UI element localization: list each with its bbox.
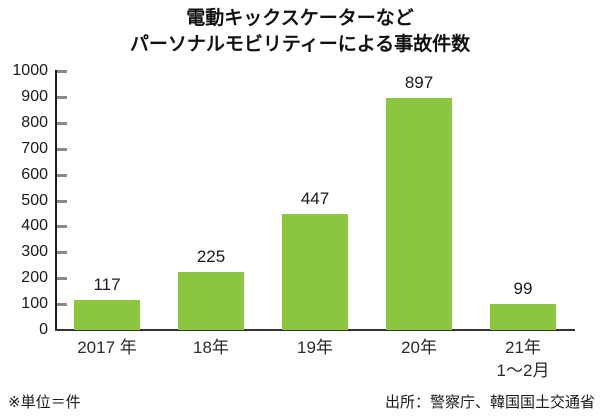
y-tick-label: 1000 (12, 62, 48, 79)
y-axis-line (55, 70, 57, 331)
y-tick-mark (57, 303, 67, 307)
bar-value-label: 897 (404, 72, 434, 92)
chart-title: 電動キックスケーターなど パーソナルモビリティーによる事故件数 (0, 6, 600, 58)
y-tick-label: 400 (21, 217, 48, 235)
y-tick-mark (57, 147, 67, 151)
source-note: 出所：警察庁、韓国国土交通省 (384, 394, 595, 411)
y-tick-label: 100 (21, 295, 48, 313)
x-axis-line (55, 329, 575, 331)
bar-20年 (386, 97, 452, 330)
y-tick-label: 0 (39, 321, 48, 338)
y-tick-label: 800 (21, 113, 48, 131)
x-tick-label: 21年 (505, 338, 541, 357)
y-tick-label: 700 (21, 139, 48, 157)
bar-2017 年 (74, 299, 140, 330)
x-tick-label: 19年 (297, 338, 333, 357)
x-tick-label: 18年 (193, 338, 229, 357)
y-tick-mark (57, 225, 67, 229)
y-tick-mark (57, 199, 67, 203)
y-tick-mark (57, 121, 67, 125)
y-tick-mark (57, 277, 67, 281)
x-tick-sublabel: 1～2月 (496, 361, 550, 380)
bar-value-label: 99 (513, 279, 533, 299)
y-tick-label: 500 (21, 191, 48, 209)
bar-21年 (490, 304, 556, 330)
y-tick-label: 900 (21, 87, 48, 105)
chart-title-line1: 電動キックスケーターなど (186, 8, 414, 29)
bar-value-label: 447 (300, 189, 330, 209)
y-tick-mark (57, 251, 67, 255)
y-tick-label: 600 (21, 165, 48, 183)
bar-19年 (282, 214, 348, 330)
x-tick-label: 20年 (401, 338, 437, 357)
unit-note: ※単位＝件 (8, 394, 81, 411)
bar-18年 (178, 271, 244, 330)
y-tick-label: 200 (21, 269, 48, 287)
bar-value-label: 225 (196, 246, 226, 266)
y-tick-mark (57, 173, 67, 177)
x-tick-label: 2017 年 (77, 338, 137, 357)
bar-value-label: 117 (93, 274, 121, 294)
chart-title-line2: パーソナルモビリティーによる事故件数 (129, 34, 471, 55)
y-tick-label: 300 (21, 243, 48, 261)
y-tick-mark (57, 95, 67, 99)
y-tick-mark (57, 70, 67, 73)
